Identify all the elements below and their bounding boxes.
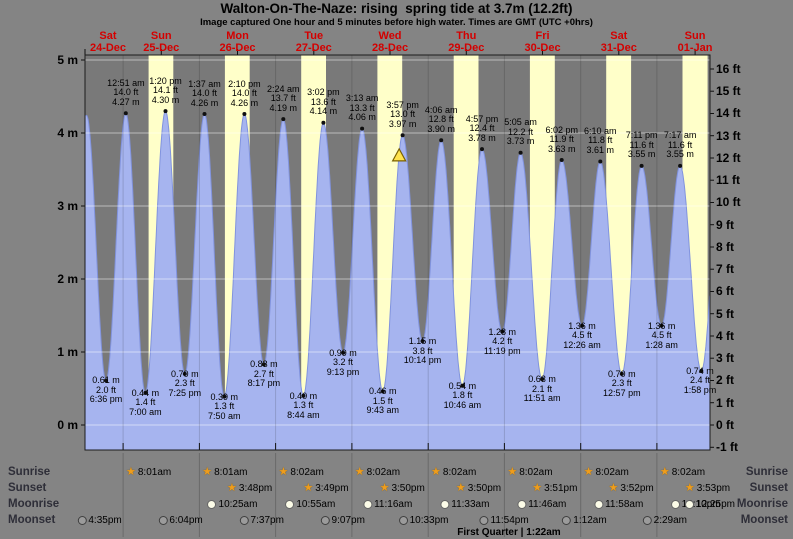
- moonset-row-label-left: Moonset: [8, 514, 56, 526]
- current-tide-marker: [391, 147, 407, 162]
- tide-curve-line: [85, 110, 711, 398]
- tide-area: [85, 111, 710, 450]
- plot-border: [84, 54, 711, 451]
- chart-title: Walton-On-The-Naze: rising spring tide a…: [220, 1, 573, 16]
- day-boundary-lines: [84, 49, 696, 537]
- sunset-row-label-right: Sunset: [749, 482, 788, 494]
- gridlines: [85, 59, 710, 426]
- moonrise-row-label-left: Moonrise: [8, 498, 60, 510]
- moonset-row-label-right: Moonset: [740, 514, 788, 526]
- tide-extreme-dots: [104, 109, 704, 399]
- moon-phase-text: First Quarter | 1:22am: [457, 527, 561, 538]
- chart-subtitle: Image captured One hour and 5 minutes be…: [200, 17, 593, 28]
- sunset-row-label-left: Sunset: [8, 482, 47, 494]
- moonrise-row-label-right: Moonrise: [736, 498, 788, 510]
- axis-ticks: [81, 59, 714, 448]
- sunrise-row-label-right: Sunrise: [745, 466, 788, 478]
- sunrise-row-label-left: Sunrise: [8, 466, 51, 478]
